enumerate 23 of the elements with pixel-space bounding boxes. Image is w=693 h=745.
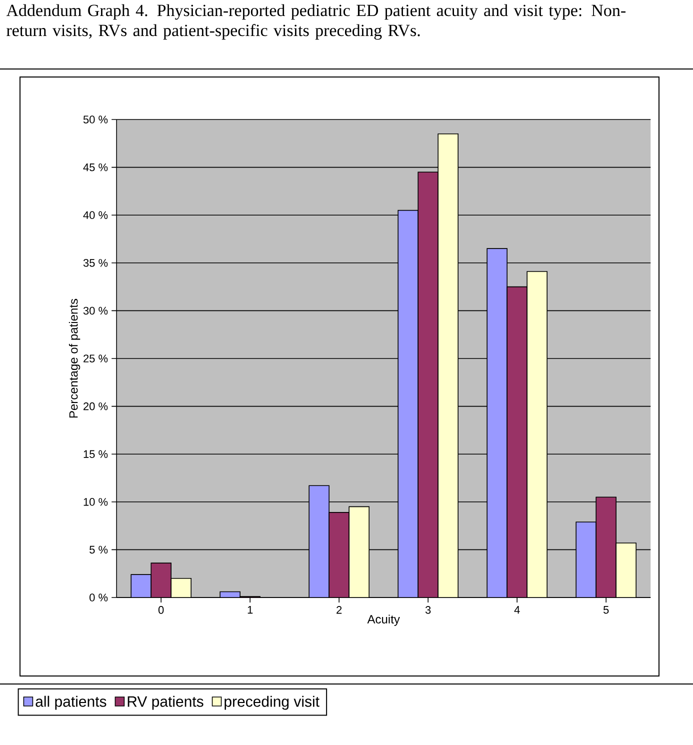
- x-tick-label: 4: [514, 606, 520, 614]
- x-tick-label: 2: [336, 606, 342, 614]
- x-tick-label: 5: [603, 606, 609, 614]
- y-tick-label: 10 %: [84, 498, 108, 506]
- y-tick-label: 30 %: [83, 306, 108, 315]
- x-tick-label: 0: [158, 606, 164, 614]
- y-tick-label: 0 %: [90, 594, 108, 602]
- y-tick-label: 40 %: [83, 211, 108, 220]
- y-tick-label: 15 %: [84, 450, 108, 458]
- y-tick-label: 50 %: [83, 116, 108, 124]
- legend-label: RV patients: [128, 696, 204, 710]
- y-tick-label: 5 %: [90, 546, 108, 554]
- x-tick-label: 3: [425, 606, 431, 614]
- y-tick-label: 45 %: [83, 163, 108, 172]
- x-tick-label: 1: [248, 606, 253, 614]
- legend-label: preceding visit: [224, 696, 320, 710]
- y-tick-label: 35 %: [83, 259, 108, 267]
- x-axis-title: Acuity: [367, 614, 400, 626]
- chart-title: Addendum Graph 4. Physician-reported pediatric ED patient acuity and visit type: Non-return visits, RVs and patient-specific visits preceding RVs.: [6, 4, 626, 40]
- y-axis-title: Percentage of patients: [68, 298, 80, 418]
- y-tick-label: 25 %: [84, 354, 108, 362]
- legend-label: all patients: [36, 696, 106, 710]
- y-tick-label: 20 %: [84, 402, 108, 410]
